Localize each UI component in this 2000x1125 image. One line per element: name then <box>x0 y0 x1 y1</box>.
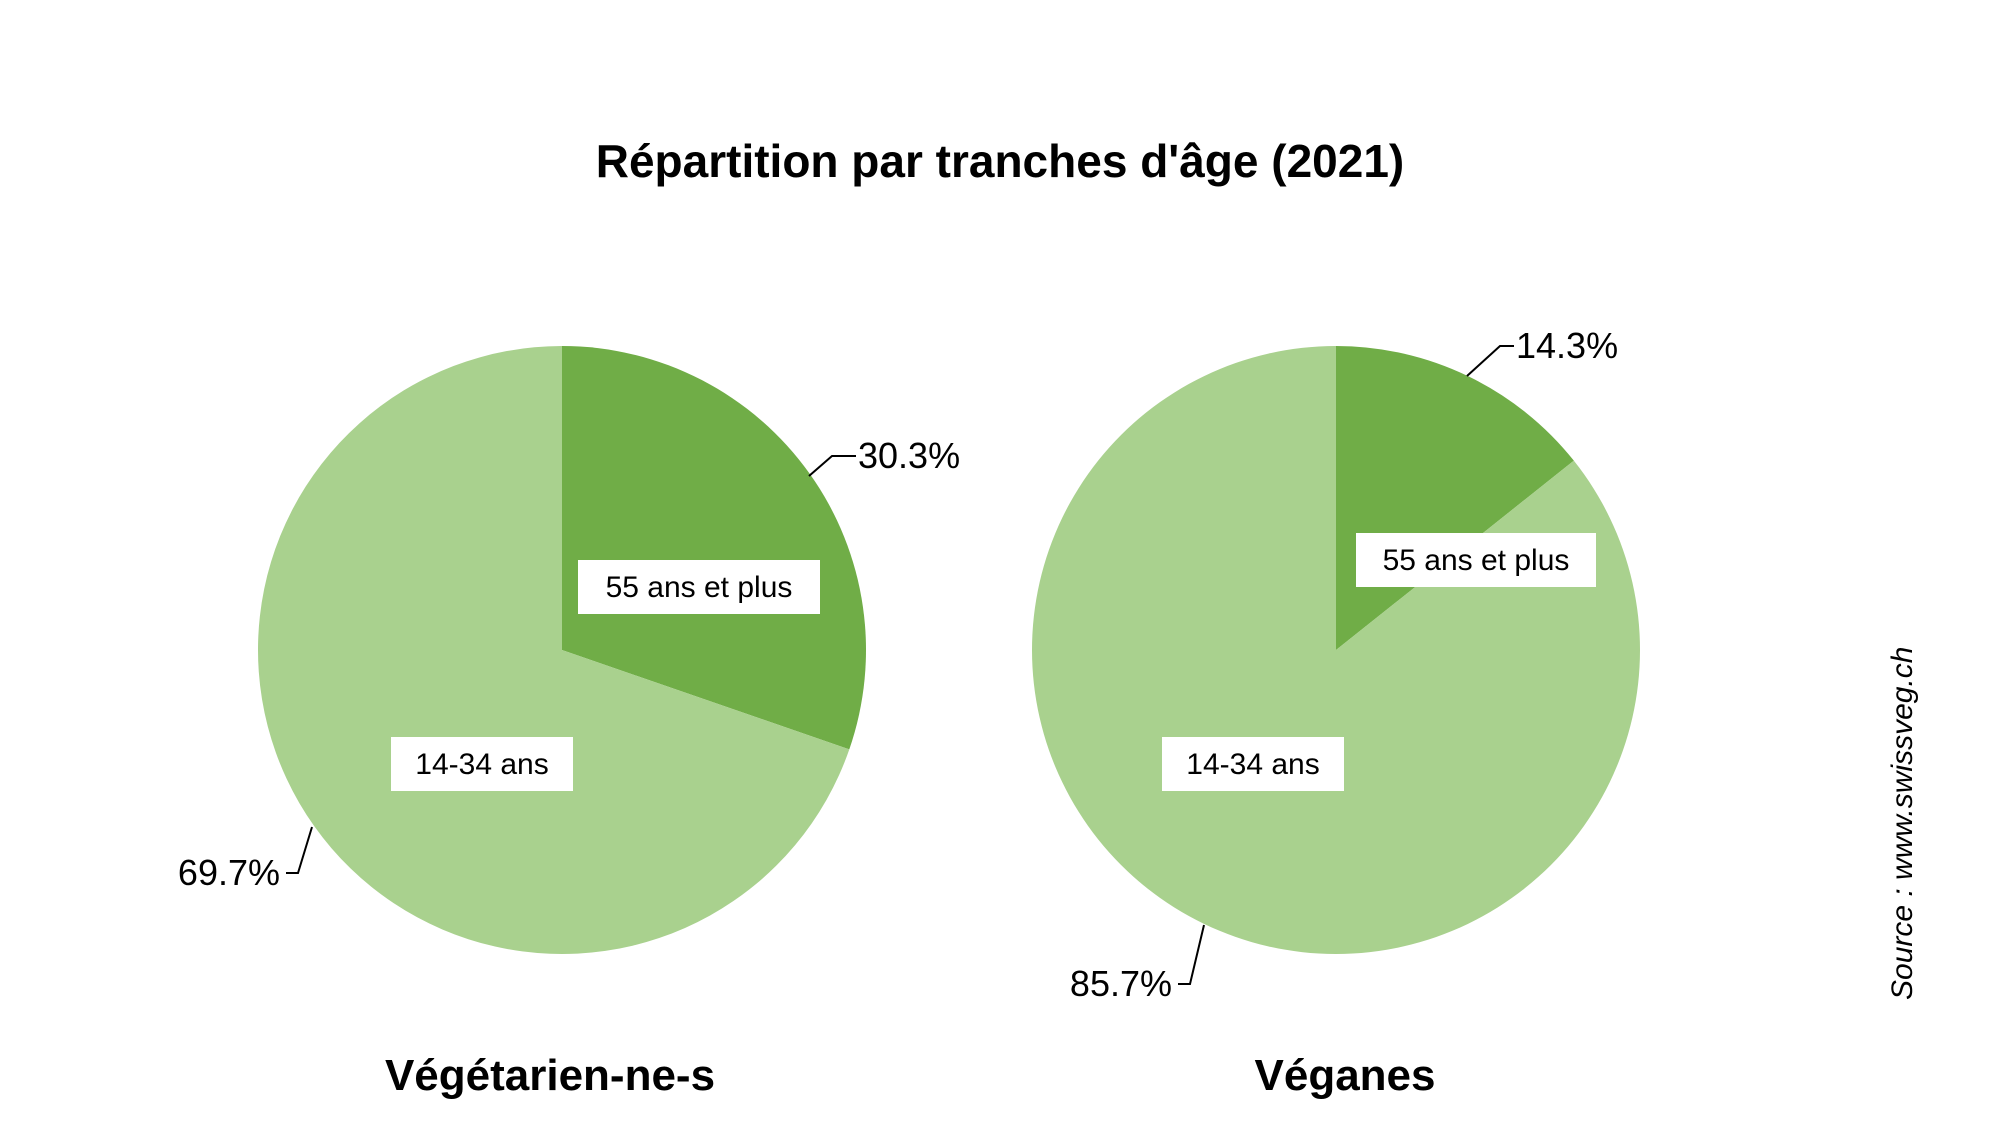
pie-slice <box>562 346 867 750</box>
data-label: 69.7% <box>178 852 280 893</box>
pie-title-vegetarians: Végétarien-ne-s <box>385 1051 715 1100</box>
leader-line <box>286 826 313 874</box>
pie-1: 30.3% 69.7% 55 ans et plus 14-34 ans <box>178 346 960 954</box>
category-label: 14-34 ans <box>415 748 548 781</box>
pie-title-vegans: Véganes <box>1255 1051 1436 1100</box>
category-label-box <box>578 560 820 614</box>
pie-slice <box>258 346 850 954</box>
category-label-box <box>391 737 573 791</box>
leader-line <box>1178 924 1205 985</box>
category-label-box <box>1356 533 1596 587</box>
leader-line <box>1466 345 1514 377</box>
chart-title: Répartition par tranches d'âge (2021) <box>596 135 1405 187</box>
category-label-box <box>1162 737 1344 791</box>
data-label: 30.3% <box>858 435 960 476</box>
category-label: 14-34 ans <box>1186 748 1319 781</box>
category-label: 55 ans et plus <box>606 571 793 604</box>
pie-charts-group: 30.3% 69.7% 55 ans et plus 14-34 ans 14.3% 85… <box>178 325 1641 1004</box>
category-label: 55 ans et plus <box>1383 544 1570 577</box>
source-note: Source : www.swissveg.ch <box>1886 647 1919 1000</box>
data-label: 14.3% <box>1516 325 1618 366</box>
pie-2: 14.3% 85.7% 55 ans et plus 14-34 ans <box>1032 325 1641 1004</box>
data-label: 85.7% <box>1070 963 1172 1004</box>
leader-line <box>808 455 856 477</box>
pie-slice <box>1032 346 1641 954</box>
